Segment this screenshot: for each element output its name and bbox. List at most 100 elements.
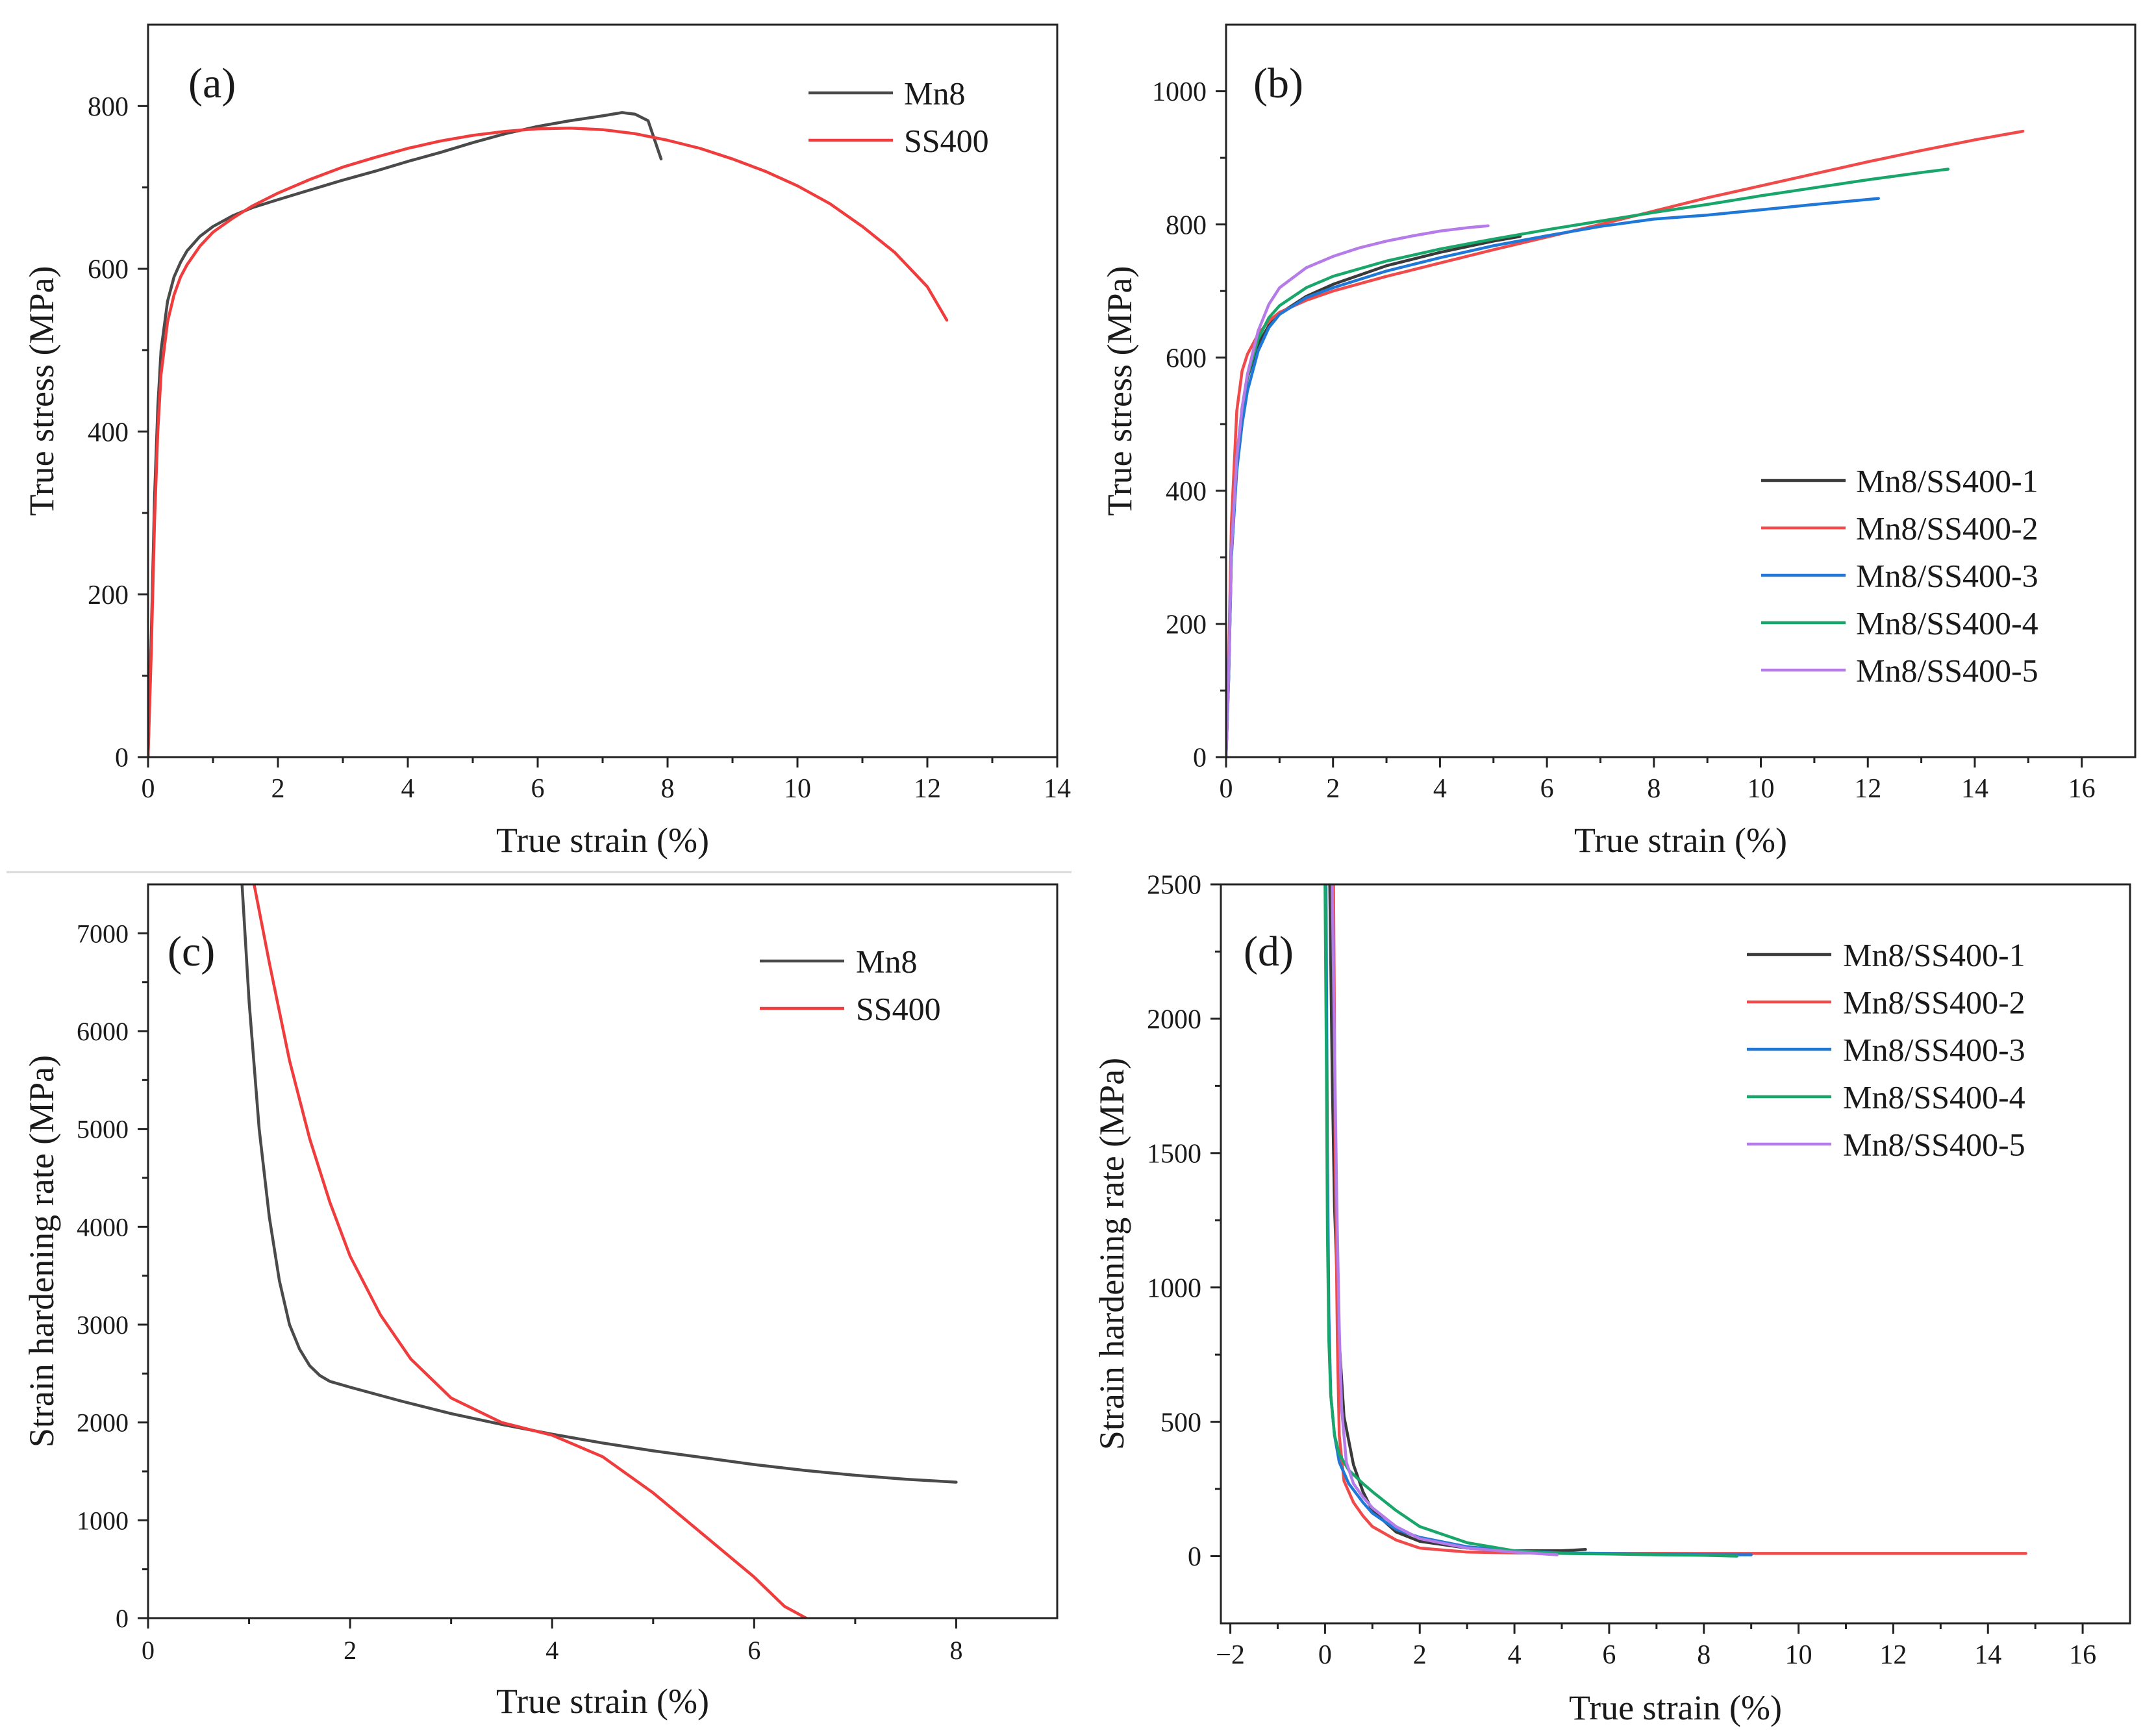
panel-b-legend-label-mn8-ss400-2: Mn8/SS400-2 <box>1856 510 2038 547</box>
panel-b-plot-frame <box>1225 23 2137 758</box>
panel-d-x-tick-label: 0 <box>1318 1640 1332 1670</box>
panel-c-x-tick-label: 6 <box>747 1636 760 1665</box>
panel-d-legend-label-mn8-ss400-1: Mn8/SS400-1 <box>1843 937 2025 973</box>
panel-c-x-tick-label: 4 <box>545 1636 558 1665</box>
panel-d-x-tick-label: 8 <box>1697 1640 1711 1670</box>
panel-a-y-tick-label: 0 <box>115 743 129 773</box>
panel-c-x-tick-label: 2 <box>344 1636 357 1665</box>
panel-c-legend-label-ss400: SS400 <box>856 991 941 1027</box>
panel-d-y-axis-label: Strain hardening rate (MPa) <box>1092 1058 1131 1450</box>
panel-a-x-tick-label: 10 <box>784 774 811 804</box>
panel-a-x-tick-label: 6 <box>531 774 545 804</box>
panel-b-series-mn8-ss400-2 <box>1226 129 2025 757</box>
panel-a-legend: Mn8 SS400 <box>808 75 989 159</box>
panel-b-x-tick-label: 10 <box>1748 774 1775 804</box>
panel-b-x-tick-label: 14 <box>1961 774 1988 804</box>
panel-a: 0 2 4 6 8 10 12 14 0 200 400 600 800 True strain (%) T… <box>22 23 1071 860</box>
panel-b-legend-label-mn8-ss400-4: Mn8/SS400-4 <box>1856 605 2038 642</box>
panel-a-y-tick-label: 600 <box>88 255 129 285</box>
panel-c-legend: Mn8 SS400 <box>760 943 941 1027</box>
panel-d-legend-label-mn8-ss400-2: Mn8/SS400-2 <box>1843 984 2025 1021</box>
panel-c-y-tick-label: 3000 <box>77 1310 129 1340</box>
panel-b-x-tick-label: 2 <box>1326 774 1340 804</box>
panel-a-legend-label-ss400: SS400 <box>904 123 989 159</box>
panel-b-y-tick-label: 400 <box>1166 477 1207 507</box>
panel-c-y-tick-label: 4000 <box>77 1212 129 1242</box>
panel-a-series-group <box>148 111 949 757</box>
panel-c-legend-label-mn8: Mn8 <box>856 943 917 980</box>
panel-b-series-group <box>1226 129 2025 757</box>
panel-b-legend-label-mn8-ss400-3: Mn8/SS400-3 <box>1856 558 2038 594</box>
panel-a-x-axis-label: True strain (%) <box>496 821 709 860</box>
panel-b-y-tick-label: 0 <box>1193 743 1207 773</box>
panel-d-y-tick-label: 0 <box>1188 1542 1201 1572</box>
panel-d-x-tick-label: 12 <box>1879 1640 1907 1670</box>
panel-d-y-tick-label: 2000 <box>1147 1005 1201 1035</box>
panel-d-plot-frame <box>1220 883 2131 1625</box>
panel-a-x-tick-label: 2 <box>271 774 285 804</box>
panel-c-series-ss400 <box>253 884 810 1618</box>
panel-a-y-tick-label: 400 <box>88 418 129 447</box>
panel-d-series-group <box>1323 884 2027 1558</box>
panel-d-x-tick-label: 10 <box>1785 1640 1812 1670</box>
panel-d-y-tick-label: 1000 <box>1147 1273 1201 1303</box>
panel-b-legend: Mn8/SS400-1 Mn8/SS400-2 Mn8/SS400-3 Mn8/SS4… <box>1761 463 2038 689</box>
panel-b-legend-label-mn8-ss400-1: Mn8/SS400-1 <box>1856 463 2038 499</box>
panel-a-y-tick-label: 800 <box>88 92 129 122</box>
panel-c-plot-frame <box>147 883 1059 1619</box>
panel-c-y-tick-label: 0 <box>116 1604 129 1633</box>
panel-d-legend-label-mn8-ss400-5: Mn8/SS400-5 <box>1843 1127 2025 1163</box>
panel-b-x-tick-label: 16 <box>2068 774 2096 804</box>
panel-c-y-tick-label: 6000 <box>77 1017 129 1046</box>
panel-c-y-tick-label: 5000 <box>77 1115 129 1144</box>
panel-d-x-tick-label: 16 <box>2069 1640 2096 1670</box>
panel-d-series-mn8-ss400-2 <box>1332 884 2027 1555</box>
panel-d-legend-label-mn8-ss400-4: Mn8/SS400-4 <box>1843 1079 2025 1116</box>
panel-b-x-tick-label: 0 <box>1220 774 1233 804</box>
panel-d-y-tick-label: 500 <box>1160 1408 1201 1438</box>
panel-a-label: (a) <box>188 60 236 107</box>
panel-d-series-mn8-ss400-4 <box>1323 884 1739 1558</box>
panel-a-series-mn8 <box>148 111 663 757</box>
panel-d-series-mn8-ss400-5 <box>1331 884 1559 1556</box>
panel-d-label: (d) <box>1244 928 1294 975</box>
panel-b-series-mn8-ss400-3 <box>1226 197 1880 757</box>
panel-c-x-axis-label: True strain (%) <box>496 1682 709 1721</box>
panel-c-label: (c) <box>168 928 215 975</box>
panel-c-series-mn8 <box>240 884 958 1484</box>
panel-b-y-tick-label: 600 <box>1166 343 1207 373</box>
panel-a-x-tick-label: 14 <box>1044 774 1071 804</box>
panel-d-x-tick-label: 14 <box>1974 1640 2001 1670</box>
panel-b-x-axis-label: True strain (%) <box>1574 821 1787 860</box>
panel-b-y-tick-label: 800 <box>1166 210 1207 240</box>
panel-c-y-tick-label: 1000 <box>77 1506 129 1535</box>
panel-a-x-tick-label: 4 <box>401 774 415 804</box>
panel-d-legend: Mn8/SS400-1 Mn8/SS400-2 Mn8/SS400-3 Mn8/SS4… <box>1747 937 2025 1163</box>
panel-c-series-group <box>240 884 958 1618</box>
panel-c: 0 2 4 6 8 0 1000 2000 3000 4000 5000 6000 7000 True s… <box>22 883 1059 1721</box>
panel-b-y-axis-label: True stress (MPa) <box>1100 266 1139 516</box>
panel-a-legend-label-mn8: Mn8 <box>904 75 965 112</box>
panel-a-x-tick-label: 8 <box>661 774 675 804</box>
panel-c-y-tick-label: 7000 <box>77 919 129 948</box>
panel-d-x-tick-label: 2 <box>1413 1640 1427 1670</box>
panel-d-y-tick-label: 1500 <box>1147 1140 1201 1169</box>
panel-a-y-tick-label: 200 <box>88 580 129 610</box>
panel-b: 0 2 4 6 8 10 12 14 16 0 200 400 600 800 1000 True strai… <box>1100 23 2137 860</box>
panel-d-x-tick-label: −2 <box>1216 1640 1245 1670</box>
panel-b-series-mn8-ss400-5 <box>1226 224 1490 757</box>
panel-d-legend-label-mn8-ss400-3: Mn8/SS400-3 <box>1843 1032 2025 1068</box>
panel-b-x-tick-label: 12 <box>1854 774 1881 804</box>
panel-d-x-axis-label: True strain (%) <box>1569 1688 1782 1727</box>
panel-a-x-tick-label: 12 <box>914 774 941 804</box>
panel-b-x-tick-label: 4 <box>1433 774 1447 804</box>
panel-a-y-axis-label: True stress (MPa) <box>22 266 61 516</box>
panel-d-x-tick-label: 6 <box>1602 1640 1616 1670</box>
panel-a-x-tick-label: 0 <box>142 774 155 804</box>
panel-b-x-tick-label: 8 <box>1647 774 1661 804</box>
panel-c-x-tick-label: 0 <box>142 1636 155 1665</box>
panel-c-y-axis-label: Strain hardening rate (MPa) <box>22 1055 61 1447</box>
